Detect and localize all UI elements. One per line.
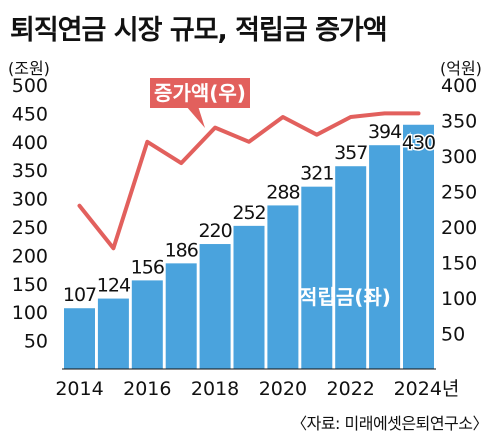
bar-value-label: 430 bbox=[402, 132, 435, 154]
x-tick-label: 2014 bbox=[55, 378, 103, 400]
bar bbox=[64, 308, 95, 369]
x-axis-ticks: 2014 2016 2018 2020 2022 2024년 bbox=[55, 378, 459, 400]
x-tick-label: 2022 bbox=[327, 378, 375, 400]
bar bbox=[403, 124, 434, 369]
bar bbox=[199, 244, 231, 369]
bar bbox=[335, 166, 367, 369]
line-series-label: 증가액(우) bbox=[154, 81, 246, 105]
right-tick-label: 300 bbox=[441, 146, 477, 168]
source-note: 〈자료: 미래에셋은퇴연구소〉 bbox=[291, 414, 488, 433]
bar bbox=[165, 263, 197, 369]
bar bbox=[233, 225, 265, 369]
left-tick-label: 450 bbox=[12, 103, 48, 125]
line-series bbox=[77, 106, 421, 251]
left-tick-label: 250 bbox=[12, 217, 48, 239]
bar bbox=[97, 298, 129, 369]
line-label-pointer bbox=[186, 106, 205, 128]
left-tick-label: 400 bbox=[12, 132, 48, 154]
bar-value-label: 357 bbox=[334, 142, 367, 164]
bar-value-label: 156 bbox=[131, 256, 164, 278]
x-tick-label: 2016 bbox=[123, 378, 171, 400]
right-tick-label: 350 bbox=[441, 111, 477, 133]
bar-value-label: 288 bbox=[266, 181, 299, 203]
bar-value-label: 252 bbox=[232, 202, 265, 224]
bar-value-label: 220 bbox=[198, 220, 231, 242]
left-tick-label: 350 bbox=[12, 160, 48, 182]
right-axis-ticks: 50 100 150 200 250 300 350 400 bbox=[441, 75, 477, 346]
bar-value-label: 321 bbox=[300, 163, 333, 185]
left-tick-label: 500 bbox=[12, 75, 48, 97]
left-tick-label: 150 bbox=[12, 274, 48, 296]
left-axis-unit: (조원) bbox=[8, 59, 50, 78]
line-path bbox=[77, 111, 421, 251]
bar bbox=[131, 280, 163, 369]
left-tick-label: 100 bbox=[12, 302, 48, 324]
bar-series-label: 적립금(좌) bbox=[299, 285, 391, 309]
bar-series bbox=[64, 124, 434, 369]
bar-value-label: 107 bbox=[63, 284, 96, 306]
right-tick-label: 400 bbox=[441, 75, 477, 97]
bar-value-label: 186 bbox=[165, 239, 198, 261]
x-tick-label: 2018 bbox=[191, 378, 239, 400]
chart-title: 퇴직연금 시장 규모, 적립금 증가액 bbox=[10, 15, 388, 46]
right-tick-label: 250 bbox=[441, 182, 477, 204]
left-tick-label: 300 bbox=[12, 189, 48, 211]
right-tick-label: 100 bbox=[441, 288, 477, 310]
x-tick-label: 2020 bbox=[259, 378, 307, 400]
right-tick-label: 200 bbox=[441, 217, 477, 239]
left-tick-label: 200 bbox=[12, 245, 48, 267]
legend-line-label: 증가액(우) bbox=[150, 78, 250, 108]
right-tick-label: 150 bbox=[441, 253, 477, 275]
right-axis-unit: (억원) bbox=[440, 59, 482, 78]
left-tick-label: 50 bbox=[24, 331, 48, 353]
bar bbox=[267, 205, 299, 369]
bar bbox=[369, 145, 401, 369]
x-tick-label: 2024년 bbox=[394, 378, 460, 400]
bar bbox=[301, 186, 333, 369]
bar-value-label: 124 bbox=[97, 275, 131, 297]
bar-value-label: 394 bbox=[368, 121, 402, 143]
right-tick-label: 50 bbox=[441, 324, 465, 346]
left-axis-ticks: 50 100 150 200 250 300 350 400 450 500 bbox=[12, 75, 48, 353]
